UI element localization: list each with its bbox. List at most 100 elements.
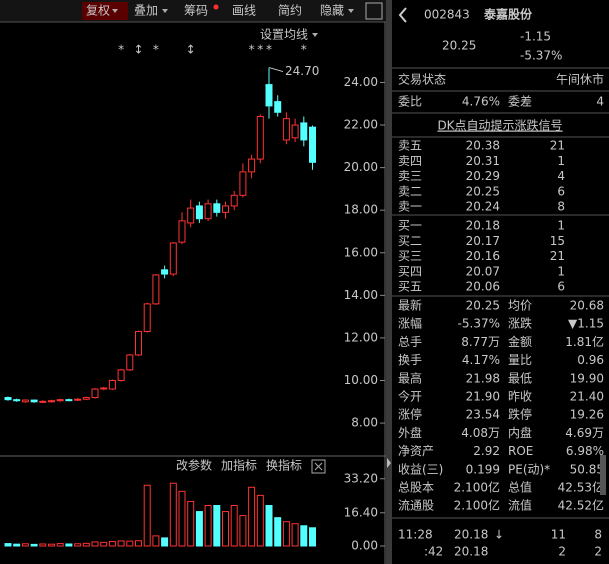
book-price: 20.29 — [466, 169, 500, 183]
trade-direction: ↓ — [494, 528, 504, 542]
candle-body — [291, 124, 299, 139]
stat-value: 21.40 — [570, 390, 604, 404]
last-price: 20.25 — [442, 39, 476, 53]
stat-label: 净资产 — [398, 444, 434, 458]
candle-body — [274, 101, 282, 113]
book-label: 买一 — [398, 219, 422, 233]
stat-value: 2.100亿 — [454, 498, 500, 513]
book-volume: 21 — [550, 249, 565, 263]
signal-marker: * — [153, 43, 159, 57]
indicator-button[interactable]: 换指标 — [266, 458, 302, 473]
book-volume: 15 — [550, 234, 565, 248]
stat-value: 20.68 — [570, 299, 604, 313]
toolbar-button[interactable]: 筹码 — [184, 4, 208, 18]
stat-label: 今开 — [398, 389, 422, 404]
toolbar-button[interactable]: 画线 — [232, 4, 256, 18]
stock-code: 002843 — [424, 8, 470, 22]
splitter[interactable] — [386, 0, 392, 564]
volume-bar — [56, 543, 64, 547]
stat-label: ROE — [508, 444, 533, 458]
change: -1.15 — [520, 30, 551, 44]
candle-body — [143, 303, 151, 333]
book-label: 买四 — [398, 264, 422, 278]
toolbar-button[interactable]: 隐藏 — [320, 4, 344, 18]
stat-value: 4.17% — [462, 353, 500, 367]
trade-volume: 2 — [558, 545, 566, 559]
stat-value: 19.26 — [570, 408, 604, 422]
volume-bar — [222, 511, 229, 547]
stat-label: 最高 — [398, 370, 422, 385]
expand-box[interactable] — [365, 2, 383, 20]
candle-body — [13, 399, 21, 402]
candle-body — [100, 387, 108, 390]
candle-body — [74, 398, 82, 401]
volume-y-tick-label: 33.20 — [344, 471, 378, 485]
candle-body — [309, 126, 316, 163]
signal-marker: * — [118, 43, 124, 57]
candle-body — [82, 397, 90, 400]
toolbar-button[interactable]: 简约 — [278, 3, 302, 18]
stat-label: 涨停 — [398, 407, 422, 422]
stat-value: 4.69万 — [565, 426, 604, 440]
candle-body — [48, 400, 55, 403]
candle-body — [91, 388, 99, 399]
dropdown-arrow — [312, 33, 318, 37]
candle-body — [230, 194, 238, 207]
stat-label: 最低 — [508, 371, 532, 385]
y-tick-label: 22.00 — [344, 118, 378, 132]
indicator-button[interactable]: 改参数 — [176, 458, 212, 473]
stat-value: 1.81亿 — [565, 334, 604, 349]
stat-value: 23.54 — [466, 408, 500, 422]
volume-bar — [91, 541, 99, 547]
diff-value: 4 — [596, 95, 604, 109]
stat-value: 4.08万 — [461, 426, 500, 440]
candle-body — [108, 379, 116, 390]
volume-y-tick-label: 16.40 — [344, 505, 378, 519]
signal-marker: * — [301, 43, 307, 57]
y-tick-label: 14.00 — [344, 288, 378, 302]
stat-label: 流值 — [508, 498, 532, 513]
alert-dot — [213, 4, 219, 10]
volume-bar — [169, 482, 177, 547]
close-x — [314, 462, 323, 471]
stat-value: ▼1.15 — [568, 317, 604, 331]
signal-link[interactable]: DK点自动提示涨跌信号 — [437, 118, 562, 133]
trade-time: 11:28 — [398, 528, 433, 542]
stat-label: 流通股 — [398, 499, 434, 513]
stock-name: 泰嘉股份 — [483, 7, 533, 22]
volume-bar — [100, 541, 108, 547]
indicator-button[interactable]: 加指标 — [221, 458, 257, 473]
dropdown-arrow — [112, 9, 118, 13]
volume-bar — [274, 517, 282, 547]
book-price: 20.16 — [466, 249, 500, 263]
active-button — [82, 2, 128, 20]
candle-body — [161, 269, 169, 275]
y-tick-label: 10.00 — [344, 373, 378, 387]
close-box[interactable] — [311, 459, 326, 474]
candle-body — [195, 205, 203, 220]
stat-value: 2.100亿 — [454, 480, 500, 495]
y-tick-label: 18.00 — [344, 203, 378, 217]
book-label: 卖五 — [398, 139, 422, 153]
volume-bar — [248, 486, 256, 547]
volume-bar — [213, 505, 221, 547]
candle-body — [4, 397, 12, 401]
volume-bar — [135, 540, 142, 547]
trade-volume: 11 — [551, 528, 566, 542]
book-volume: 6 — [557, 184, 565, 198]
volume-bar — [230, 505, 238, 547]
toolbar-button[interactable]: 复权 — [86, 4, 110, 18]
stat-value: 8.77万 — [461, 335, 500, 349]
book-price: 20.24 — [466, 200, 500, 214]
stat-value: 21.90 — [466, 390, 500, 404]
toolbar-button[interactable]: 叠加 — [134, 4, 158, 18]
stat-label: 总股本 — [398, 481, 434, 495]
volume-bar — [265, 505, 273, 547]
book-price: 20.07 — [466, 264, 500, 278]
max-pointer — [268, 67, 284, 73]
back-chevron — [398, 7, 407, 23]
candle-body — [169, 242, 177, 275]
book-volume: 8 — [557, 200, 565, 214]
ma-setting[interactable]: 设置均线 — [260, 28, 308, 42]
